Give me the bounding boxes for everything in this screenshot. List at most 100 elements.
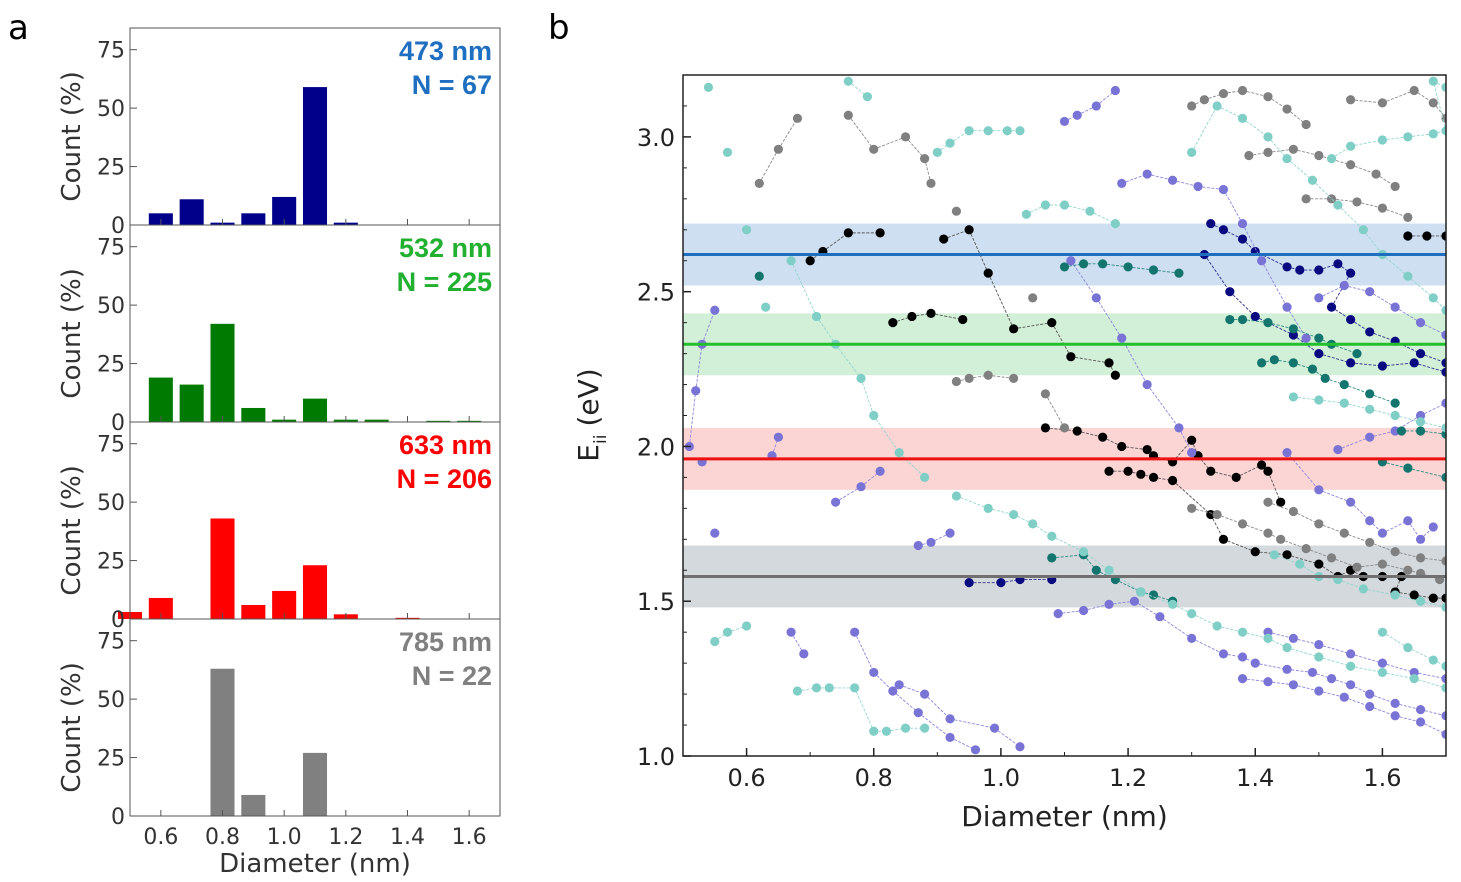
point-semi-aqua-27 — [951, 491, 962, 501]
series-link-semi-teal-23 — [1083, 554, 1097, 571]
point-metallic-dark-28 — [1263, 466, 1273, 476]
point-semi-lavender-87 — [1365, 287, 1375, 297]
bar-hist-532-7 — [364, 419, 389, 422]
point-metallic-gray-40 — [1301, 544, 1311, 554]
point-semi-lavender-60 — [1072, 110, 1082, 120]
point-metallic-gray-41 — [1326, 553, 1337, 563]
series-link-semi-aqua-5 — [727, 625, 747, 633]
point-semi-navy-15 — [1365, 327, 1375, 337]
point-semi-lavender-44 — [1326, 674, 1337, 684]
point-semi-navy-1 — [996, 578, 1006, 588]
point-metallic-gray-9 — [964, 373, 974, 383]
xtick-label-hist-785-1.6: 1.6 — [452, 825, 487, 850]
point-semi-lavender-59 — [1059, 116, 1070, 127]
point-metallic-gray-21 — [1282, 104, 1292, 114]
series-link-metallic-gray-56 — [1382, 90, 1415, 104]
point-metallic-gray-1 — [773, 144, 783, 154]
point-semi-aqua-42 — [1346, 661, 1356, 671]
series-link-metallic-dark-28 — [1267, 471, 1282, 503]
point-semi-aqua-84 — [1403, 132, 1413, 142]
point-metallic-dark-6 — [926, 308, 936, 318]
panel-letter-b: b — [548, 8, 570, 48]
point-semi-aqua-81 — [1326, 153, 1337, 164]
point-metallic-gray-15 — [1059, 423, 1070, 433]
series-link-semi-aqua-9 — [835, 344, 862, 379]
point-semi-teal-33 — [1403, 463, 1413, 473]
point-semi-lavender-13 — [945, 528, 955, 538]
point-metallic-gray-39 — [1276, 534, 1286, 544]
series-link-metallic-dark-12 — [1051, 322, 1072, 357]
point-metallic-gray-58 — [1428, 98, 1438, 108]
point-semi-aqua-60 — [1333, 200, 1343, 210]
point-semi-aqua-0 — [703, 82, 714, 92]
y-axis-label-text: Eii (eV) — [572, 368, 611, 461]
point-metallic-gray-13 — [1028, 293, 1038, 303]
point-semi-lavender-61 — [1091, 101, 1101, 111]
ytick-label-kataura-3.0: 3.0 — [637, 124, 675, 152]
point-semi-teal-5 — [1148, 265, 1159, 275]
point-semi-aqua-75 — [1314, 395, 1324, 405]
point-semi-teal-1 — [1059, 262, 1070, 272]
point-semi-teal-15 — [1269, 355, 1279, 365]
series-link-metallic-gray-5 — [905, 136, 925, 159]
plot-area — [683, 76, 1446, 755]
point-semi-aqua-85 — [1428, 129, 1438, 139]
series-link-semi-lavender-94 — [1350, 653, 1383, 664]
point-semi-teal-19 — [1339, 379, 1349, 390]
point-semi-aqua-41 — [1314, 652, 1324, 662]
point-semi-teal-8 — [1237, 314, 1248, 325]
point-metallic-dark-0 — [805, 256, 815, 266]
series-link-semi-lavender-93 — [1318, 644, 1351, 655]
point-metallic-dark-15 — [1110, 370, 1120, 380]
point-metallic-gray-33 — [1377, 203, 1388, 213]
series-link-semi-aqua-39 — [1267, 637, 1288, 649]
point-semi-lavender-9 — [856, 482, 866, 492]
point-semi-lavender-49 — [1441, 711, 1446, 721]
series-link-semi-lavender-67 — [1223, 189, 1243, 224]
point-semi-aqua-50 — [869, 726, 879, 736]
point-semi-lavender-11 — [913, 540, 923, 551]
series-link-semi-lavender-68 — [1242, 223, 1263, 261]
point-semi-lavender-17 — [869, 667, 879, 678]
point-metallic-gray-49 — [1314, 519, 1324, 529]
point-metallic-gray-32 — [1352, 197, 1362, 207]
point-semi-lavender-92 — [1288, 633, 1298, 643]
series-link-metallic-dark-18 — [1102, 436, 1122, 447]
point-semi-aqua-64 — [1428, 293, 1438, 303]
point-semi-aqua-8 — [811, 311, 822, 322]
point-semi-aqua-35 — [1167, 599, 1178, 609]
point-metallic-gray-16 — [1187, 101, 1197, 111]
point-semi-lavender-66 — [1193, 181, 1203, 192]
histogram-hist-532: 0 25 50 75 Count (%) 532 nm N = 225 — [57, 224, 501, 436]
y-axis-label-sub: ii — [591, 435, 611, 444]
point-semi-navy-26 — [1409, 358, 1419, 368]
series-link-semi-lavender-60 — [1077, 105, 1097, 116]
series-link-semi-navy-10 — [1318, 263, 1339, 271]
bar-hist-473-1 — [179, 199, 204, 225]
point-metallic-gray-37 — [1237, 519, 1248, 529]
point-semi-lavender-58 — [1441, 729, 1446, 739]
series-link-semi-lavender-19 — [917, 712, 951, 738]
point-semi-lavender-94 — [1346, 649, 1356, 659]
y-axis-label-hist-785: Count (%) — [57, 662, 87, 792]
point-semi-aqua-40 — [1282, 643, 1292, 653]
count-label-hist-785: N = 22 — [412, 661, 492, 691]
point-semi-aqua-67 — [1295, 559, 1305, 569]
series-link-semi-aqua-10 — [860, 378, 875, 416]
series-link-semi-navy-26 — [1414, 362, 1446, 373]
point-semi-aqua-12 — [894, 448, 904, 458]
point-semi-teal-34 — [1441, 472, 1446, 483]
series-semi-lavender — [684, 85, 1446, 755]
point-semi-navy-27 — [1441, 367, 1446, 377]
series-link-semi-aqua-42 — [1350, 665, 1383, 673]
point-semi-teal-2 — [1078, 259, 1089, 269]
point-semi-lavender-84 — [1441, 398, 1446, 408]
y-axis-label-hist-633: Count (%) — [57, 465, 87, 595]
point-semi-lavender-30 — [1142, 379, 1152, 390]
series-link-semi-lavender-23 — [924, 693, 951, 720]
ytick-label-kataura-1.5: 1.5 — [637, 588, 675, 616]
series-link-semi-navy-5 — [1223, 229, 1243, 240]
point-metallic-gray-24 — [1263, 147, 1273, 157]
point-semi-lavender-27 — [1066, 256, 1076, 266]
